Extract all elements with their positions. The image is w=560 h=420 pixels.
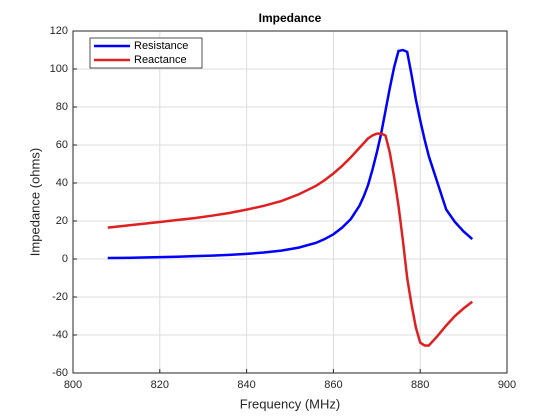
y-tick-label: 0: [62, 253, 68, 265]
series-line: [107, 132, 474, 347]
y-axis-label: Impedance (ohms): [27, 148, 42, 256]
y-tick-label: 120: [50, 25, 68, 37]
x-tick-label: 900: [498, 379, 516, 391]
legend-label: Resistance: [134, 40, 188, 52]
x-tick-label: 840: [237, 379, 255, 391]
x-tick-label: 860: [324, 379, 342, 391]
series-line: [107, 48, 474, 260]
x-tick-label: 820: [151, 379, 169, 391]
y-tick-label: 100: [50, 63, 68, 75]
axes-box: [72, 30, 508, 374]
legend-label: Reactance: [134, 54, 187, 66]
y-tick-label: -40: [52, 329, 68, 341]
y-tick-label: 60: [56, 139, 68, 151]
x-tick-label: 880: [411, 379, 429, 391]
chart-title: Impedance: [259, 11, 322, 25]
legend-box: [89, 37, 203, 69]
x-axis-label: Frequency (MHz): [240, 396, 340, 411]
y-tick-label: -60: [52, 367, 68, 379]
y-tick-label: 80: [56, 101, 68, 113]
y-tick-label: 20: [56, 215, 68, 227]
y-tick-label: -20: [52, 291, 68, 303]
x-tick-label: 800: [64, 379, 82, 391]
y-tick-label: 40: [56, 177, 68, 189]
